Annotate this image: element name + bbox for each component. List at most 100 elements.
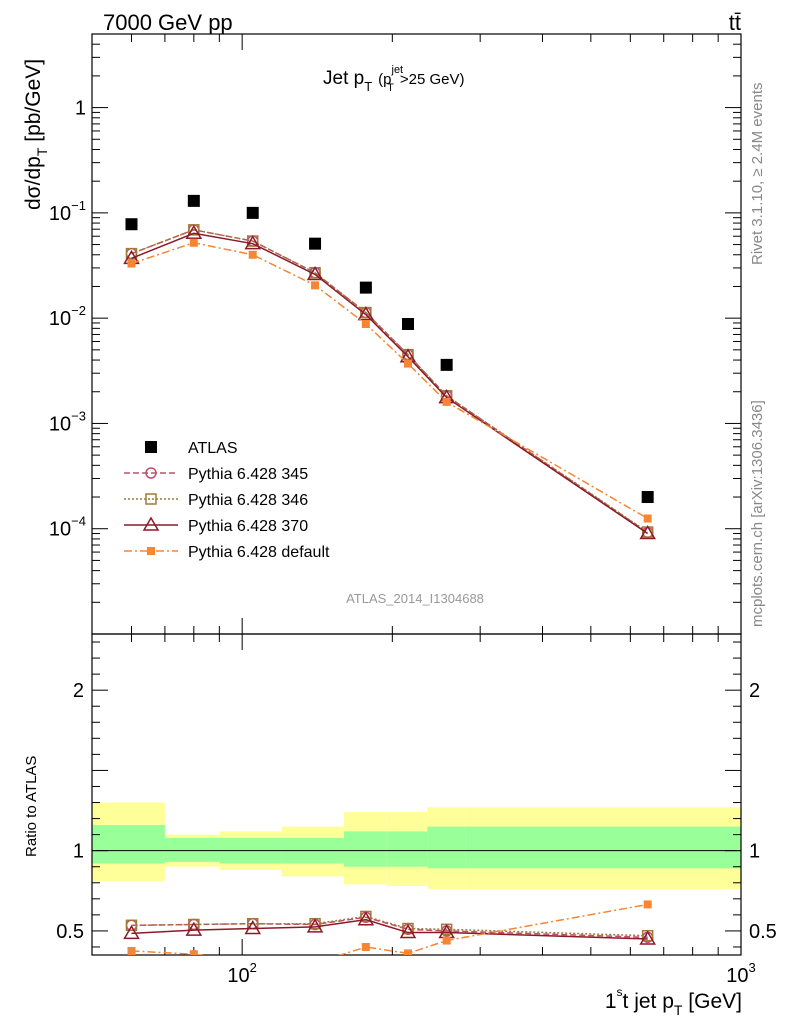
ratio-point <box>402 922 414 935</box>
ratio-point <box>123 924 140 940</box>
legend-entry-2: Pythia 6.428 346 <box>124 492 308 509</box>
upper-series <box>123 194 656 540</box>
ratio-point <box>185 921 203 936</box>
legend-entry-0: ATLAS <box>145 440 238 457</box>
y-tick-label: 2 <box>73 680 84 702</box>
ratio-line <box>131 918 648 940</box>
legend-label: Pythia 6.428 345 <box>188 466 308 483</box>
ratio-plot: 102 103 0.5 0.5 1 1 2 2 <box>56 633 777 987</box>
y-tick-label: 1 <box>73 841 84 863</box>
data-point <box>403 359 412 368</box>
legend-label: Pythia 6.428 346 <box>188 492 308 509</box>
data-point <box>440 358 453 371</box>
data-point <box>357 306 375 321</box>
rivet-label: Rivet 3.1.10, ≥ 2.4M events <box>749 83 766 266</box>
legend-entry-4: Pythia 6.428 default <box>124 544 330 561</box>
y-tick-label: 1 <box>75 98 86 120</box>
legend-marker <box>147 547 155 555</box>
y-tick-label: 10−3 <box>49 408 86 435</box>
uncertainty-band-inner <box>465 826 741 869</box>
ratio-point <box>639 930 656 945</box>
series-line <box>131 232 649 535</box>
data-point <box>442 397 451 406</box>
legend-label: Pythia 6.428 370 <box>188 518 308 535</box>
series-line <box>131 229 649 534</box>
ratio-point <box>311 959 319 967</box>
lower-y-axis-label: Ratio to ATLAS <box>23 756 40 857</box>
x-tick-label: 102 <box>227 960 256 987</box>
series-2 <box>125 224 654 538</box>
legend: ATLAS Pythia 6.428 345 Pythia 6.428 346 Pyt… <box>124 440 330 561</box>
legend-label: Pythia 6.428 default <box>188 544 330 561</box>
plot-title: Jet pT (pjet T >25 GeV) <box>323 64 464 94</box>
uncertainty-band-inner <box>164 837 220 862</box>
y-tick-label-right: 2 <box>749 680 760 702</box>
ratio-point <box>357 911 375 926</box>
ratio-bands <box>92 802 741 890</box>
y-tick-label: 0.5 <box>56 921 84 943</box>
y-tick-label-right: 0.5 <box>749 921 777 943</box>
lower-frame <box>91 633 742 956</box>
data-point <box>311 281 320 290</box>
legend-entry-1: Pythia 6.428 345 <box>124 466 308 483</box>
ratio-point <box>399 924 417 939</box>
y-tick-label: 10−4 <box>49 514 86 541</box>
uncertainty-band-inner <box>427 826 466 869</box>
data-point <box>641 491 654 504</box>
uncertainty-band-inner <box>343 831 387 867</box>
data-point <box>359 281 372 294</box>
data-point <box>401 317 414 330</box>
upper-plot: 10−4 10−3 10−2 10−1 1 <box>49 33 742 635</box>
data-point <box>643 514 652 523</box>
watermark: ATLAS_2014_I1304688 <box>346 591 484 606</box>
uncertainty-band-inner <box>386 831 428 867</box>
ratio-point <box>361 942 370 951</box>
legend-marker <box>145 467 157 479</box>
data-point <box>248 250 257 259</box>
mcplots-label: mcplots.cern.ch [arXiv:1306.3436] <box>749 400 766 627</box>
data-point <box>185 224 203 240</box>
ratio-point <box>125 919 138 932</box>
x-tick-label: 103 <box>726 960 755 987</box>
data-point <box>244 235 262 250</box>
data-point <box>125 218 138 231</box>
legend-marker <box>142 516 160 531</box>
ratio-point <box>244 920 262 935</box>
data-point <box>189 238 198 247</box>
legend-marker <box>145 441 157 453</box>
series-1 <box>125 224 654 539</box>
data-point <box>309 237 322 250</box>
ratio-point <box>127 946 136 955</box>
uncertainty-band-inner <box>92 824 165 864</box>
process-label: tt̄ <box>729 10 741 35</box>
collision-label: 7000 GeV pp <box>103 10 233 35</box>
ratio-point <box>643 900 652 909</box>
ratio-series <box>123 900 656 967</box>
ratio-point <box>306 918 324 933</box>
data-point <box>125 247 138 260</box>
ratio-line <box>131 915 648 937</box>
y-tick-label: 10−1 <box>49 198 86 225</box>
data-point <box>639 525 656 540</box>
series-0 <box>125 194 654 504</box>
y-tick-label: 10−2 <box>49 303 86 330</box>
series-3 <box>123 224 656 540</box>
ratio-series-1 <box>125 910 654 942</box>
data-point <box>361 319 370 328</box>
upper-y-axis-label: dσ/dpT [pb/GeV] <box>22 59 50 210</box>
legend-marker <box>145 493 157 505</box>
data-point <box>306 265 324 281</box>
series-line <box>131 241 649 520</box>
ratio-point <box>442 936 451 945</box>
data-point <box>187 194 200 207</box>
ratio-series-3 <box>127 900 652 967</box>
ratio-series-2 <box>123 911 656 945</box>
series-4 <box>127 238 652 523</box>
legend-entry-3: Pythia 6.428 370 <box>124 516 308 535</box>
x-axis-label: 1st jet pT [GeV] <box>605 985 742 1018</box>
data-point <box>127 259 136 268</box>
series-line <box>131 229 649 533</box>
data-point <box>246 206 259 219</box>
ratio-point <box>189 950 198 955</box>
